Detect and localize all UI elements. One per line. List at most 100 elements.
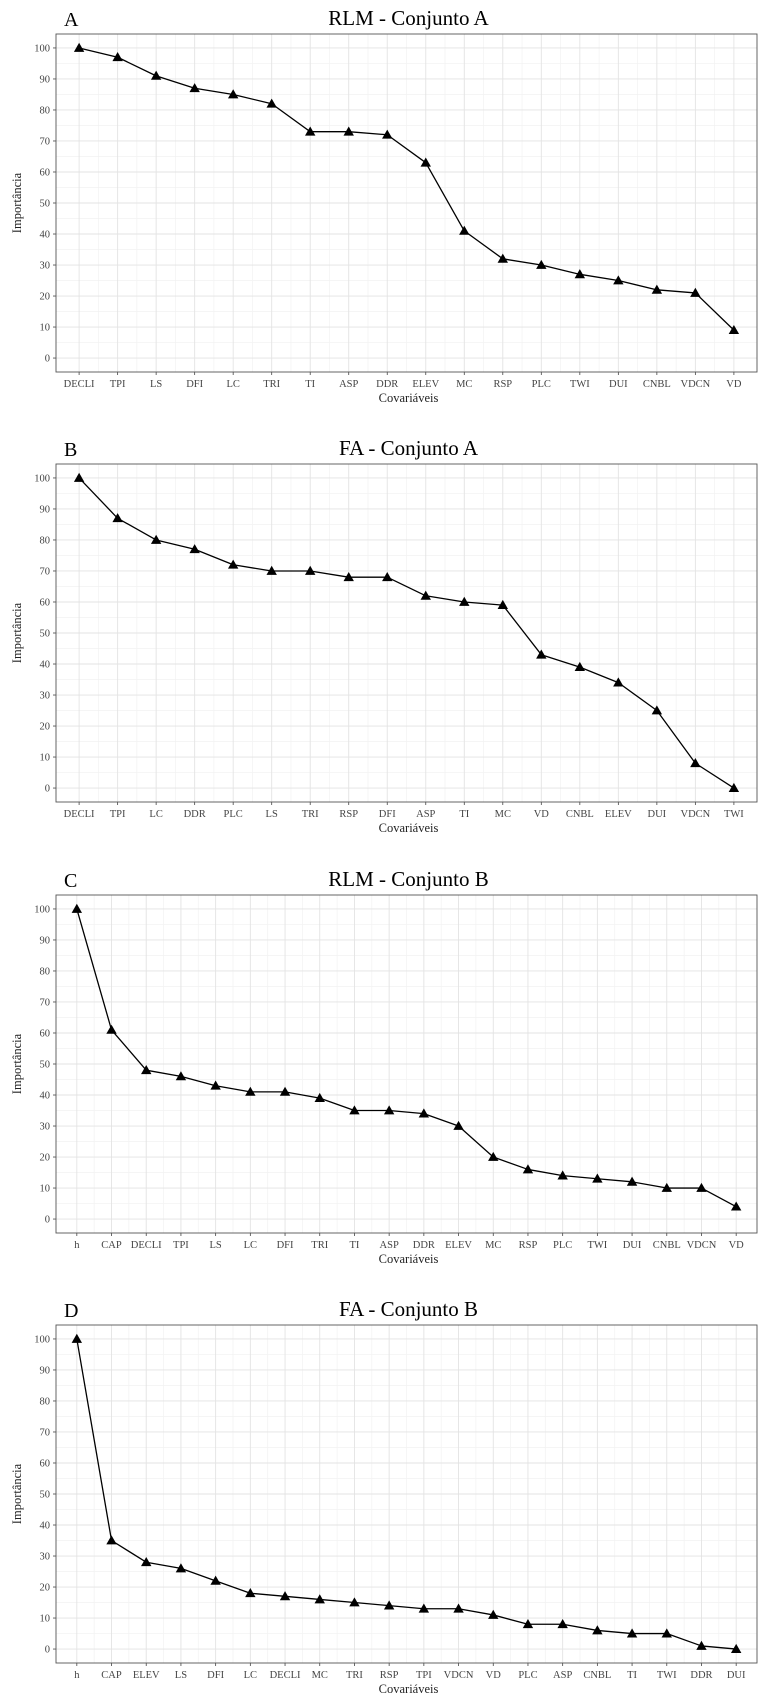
data-point-rsp — [522, 1164, 534, 1174]
x-tick-label-tri: TRI — [263, 379, 280, 390]
y-tick-label: 0 — [45, 1215, 50, 1226]
x-tick-label-dui: DUI — [623, 1240, 642, 1251]
y-tick-label: 70 — [40, 566, 51, 577]
data-point-elev — [420, 157, 431, 167]
y-tick-label: 50 — [40, 1490, 51, 1501]
y-tick-label: 70 — [40, 997, 51, 1008]
x-tick-label-dui: DUI — [609, 379, 628, 390]
x-tick-label-decli: DECLI — [270, 1670, 301, 1681]
data-point-elev — [613, 677, 624, 687]
y-tick-label: 40 — [40, 1521, 51, 1532]
y-tick-label: 0 — [45, 354, 50, 365]
data-point-ls — [150, 70, 162, 80]
panel-letter: D — [64, 1300, 78, 1322]
y-tick-label: 50 — [40, 199, 51, 210]
y-tick-label: 50 — [40, 629, 51, 640]
data-point-plc — [536, 259, 547, 269]
data-point-vdcn — [453, 1603, 464, 1613]
x-tick-label-mc: MC — [485, 1240, 501, 1251]
x-tick-label-ddr: DDR — [413, 1240, 435, 1251]
data-point-rsp — [383, 1600, 395, 1610]
x-tick-label-mc: MC — [495, 809, 511, 820]
x-tick-label-ti: TI — [305, 379, 315, 390]
y-tick-label: 100 — [34, 43, 50, 54]
y-tick-label: 30 — [40, 1552, 51, 1563]
y-tick-label: 70 — [40, 136, 51, 147]
x-axis-label: Covariáveis — [379, 391, 439, 405]
x-tick-label-decli: DECLI — [64, 379, 95, 390]
x-tick-label-lc: LC — [244, 1670, 257, 1681]
x-tick-label-lc: LC — [226, 379, 239, 390]
data-point-ti — [305, 126, 316, 136]
x-tick-label-ls: LS — [150, 379, 162, 390]
data-point-rsp — [497, 253, 508, 263]
x-tick-label-tpi: TPI — [110, 809, 126, 820]
y-tick-label: 80 — [40, 105, 51, 116]
y-tick-label: 20 — [40, 1583, 51, 1594]
series-line — [78, 477, 735, 789]
x-tick-label-vd: VD — [726, 379, 742, 390]
x-tick-label-tpi: TPI — [173, 1240, 189, 1251]
x-tick-label-dui: DUI — [727, 1670, 746, 1681]
x-tick-label-tri: TRI — [302, 809, 319, 820]
y-tick-label: 40 — [40, 230, 51, 241]
x-tick-label-elev: ELEV — [412, 379, 439, 390]
x-tick-label-h: h — [74, 1670, 80, 1681]
y-axis-label: Importância — [10, 602, 24, 663]
x-tick-label-dui: DUI — [648, 809, 667, 820]
x-tick-label-tpi: TPI — [110, 379, 126, 390]
data-point-ti — [459, 596, 470, 606]
data-point-ddr — [382, 129, 393, 139]
data-point-decli — [141, 1065, 152, 1075]
y-tick-label: 30 — [40, 1122, 51, 1133]
x-tick-label-ddr: DDR — [376, 379, 398, 390]
x-axis-label: Covariáveis — [379, 1682, 439, 1696]
data-point-tri — [314, 1092, 325, 1103]
data-point-tpi — [112, 52, 123, 62]
x-tick-label-dfi: DFI — [379, 809, 396, 820]
x-axis-label: Covariáveis — [379, 1252, 439, 1266]
y-tick-label: 10 — [40, 1184, 51, 1195]
data-point-cap — [106, 1535, 117, 1545]
series-line — [76, 908, 737, 1208]
x-tick-label-cnbl: CNBL — [566, 809, 594, 820]
y-tick-label: 60 — [40, 1458, 51, 1469]
data-point-plc — [227, 559, 239, 569]
y-tick-label: 0 — [45, 784, 50, 795]
x-tick-label-ti: TI — [459, 809, 469, 820]
data-point-decli — [73, 42, 85, 52]
y-tick-label: 100 — [34, 473, 50, 484]
y-tick-label: 60 — [40, 167, 51, 178]
x-tick-label-vd: VD — [729, 1240, 745, 1251]
data-point-lc — [150, 534, 162, 544]
x-tick-label-ls: LS — [175, 1670, 187, 1681]
data-point-dfi — [189, 83, 200, 93]
x-tick-label-twi: TWI — [570, 379, 590, 390]
x-tick-label-decli: DECLI — [131, 1240, 162, 1251]
data-point-lc — [227, 89, 239, 99]
y-tick-label: 50 — [40, 1060, 51, 1071]
data-point-tri — [305, 565, 316, 575]
data-point-cap — [106, 1024, 117, 1034]
plot-border — [55, 1324, 758, 1664]
data-point-asp — [383, 1105, 395, 1115]
plot-border — [55, 33, 758, 373]
series-line — [78, 47, 735, 331]
data-point-tpi — [175, 1071, 187, 1081]
panel-letter: C — [64, 870, 77, 892]
data-point-mc — [459, 225, 470, 235]
data-point-cnbl — [661, 1182, 672, 1192]
data-point-mc — [488, 1151, 499, 1161]
x-tick-label-ti: TI — [349, 1240, 359, 1251]
x-axis-label: Covariáveis — [379, 821, 439, 835]
data-point-cnbl — [651, 284, 663, 294]
x-tick-label-rsp: RSP — [519, 1240, 538, 1251]
data-point-ddr — [696, 1640, 707, 1650]
x-tick-label-plc: PLC — [532, 379, 551, 390]
x-tick-label-vd: VD — [486, 1670, 502, 1681]
x-tick-label-decli: DECLI — [64, 809, 95, 820]
y-tick-label: 30 — [40, 691, 51, 702]
data-point-dui — [730, 1643, 742, 1653]
data-point-cnbl — [592, 1625, 603, 1635]
x-tick-label-elev: ELEV — [445, 1240, 472, 1251]
